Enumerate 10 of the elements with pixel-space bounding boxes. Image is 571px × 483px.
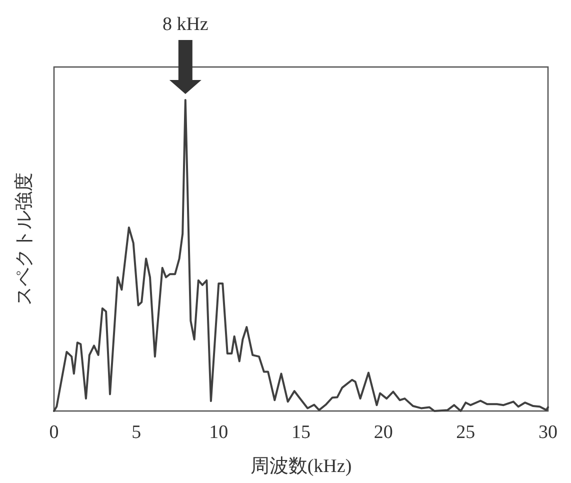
x-tick-label: 25 — [456, 422, 476, 443]
x-tick-label: 15 — [292, 422, 310, 443]
x-tick-label: 5 — [132, 422, 142, 443]
x-tick-label: 0 — [49, 422, 59, 443]
x-axis-title: 周波数(kHz) — [250, 456, 352, 477]
y-axis-title: スペクトル強度 — [13, 172, 35, 306]
x-tick-label: 10 — [209, 422, 228, 443]
x-tick-label: 30 — [538, 422, 558, 443]
x-tick-label: 20 — [374, 422, 393, 443]
text: 8 kHz — [162, 14, 208, 35]
